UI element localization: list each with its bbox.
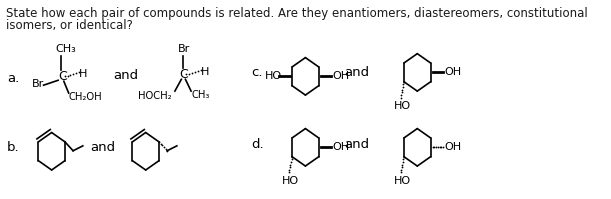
Text: OH: OH [332, 142, 349, 152]
Text: C: C [58, 70, 67, 83]
Text: OH: OH [444, 67, 461, 77]
Text: OH: OH [444, 142, 461, 152]
Text: Br: Br [32, 79, 45, 89]
Text: C: C [180, 68, 189, 81]
Text: HO: HO [394, 176, 411, 186]
Text: and: and [345, 138, 370, 151]
Text: OH: OH [332, 71, 349, 81]
Text: and: and [345, 66, 370, 79]
Text: HO: HO [282, 176, 299, 186]
Text: d.: d. [251, 138, 264, 151]
Text: HOCH₂: HOCH₂ [137, 91, 171, 101]
Text: HO: HO [394, 101, 411, 111]
Text: b.: b. [7, 141, 20, 154]
Text: State how each pair of compounds is related. Are they enantiomers, diastereomers: State how each pair of compounds is rela… [6, 7, 588, 20]
Text: CH₃: CH₃ [191, 90, 210, 100]
Text: H: H [201, 67, 209, 77]
Text: H: H [79, 69, 87, 79]
Text: Br: Br [178, 44, 191, 54]
Text: CH₃: CH₃ [56, 44, 76, 54]
Text: HO: HO [265, 71, 282, 81]
Text: isomers, or identical?: isomers, or identical? [6, 19, 133, 32]
Text: and: and [113, 69, 139, 82]
Text: c.: c. [251, 66, 263, 79]
Text: a.: a. [7, 72, 20, 85]
Text: CH₂OH: CH₂OH [68, 92, 102, 102]
Text: and: and [90, 141, 115, 154]
